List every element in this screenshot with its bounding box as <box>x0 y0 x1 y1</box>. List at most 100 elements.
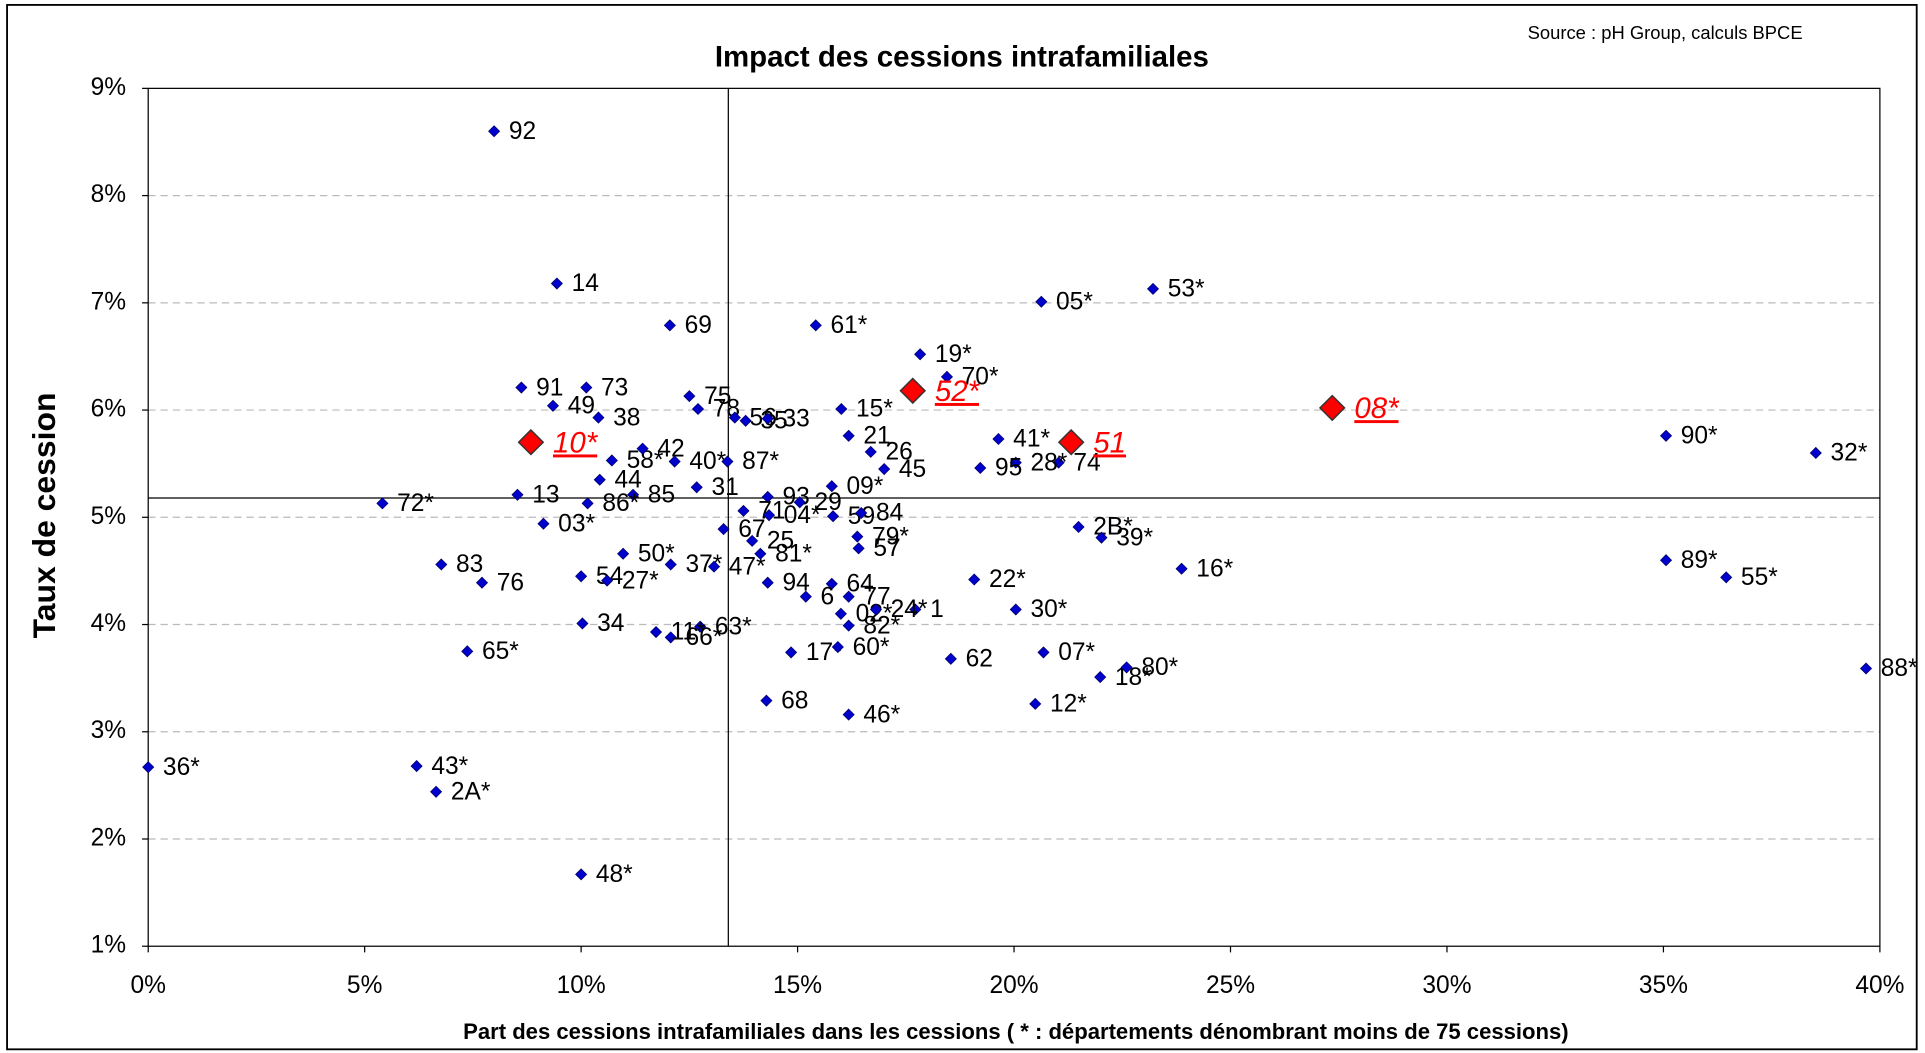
point-label: 46* <box>863 701 900 728</box>
point <box>1037 646 1050 659</box>
point <box>761 490 774 503</box>
point <box>627 488 640 501</box>
point-label: 40* <box>689 448 726 475</box>
point-label: 44 <box>614 466 641 493</box>
point <box>851 530 864 543</box>
point <box>601 574 614 587</box>
point <box>762 509 776 522</box>
point-label: 26 <box>885 439 912 466</box>
point <box>825 577 838 590</box>
x-tick-label: 25% <box>1206 972 1255 999</box>
point-label: 36* <box>163 754 200 781</box>
point-label: 11* <box>671 619 706 646</box>
point <box>721 455 734 468</box>
x-tick-label: 15% <box>773 972 822 999</box>
point-label: 31 <box>711 474 738 501</box>
point <box>1035 295 1048 308</box>
point <box>707 560 721 573</box>
y-tick-label: 8% <box>91 181 126 208</box>
point-label: 12* <box>1050 691 1087 718</box>
point <box>1072 520 1085 533</box>
point <box>1052 456 1065 469</box>
point <box>580 381 593 394</box>
point <box>834 607 847 620</box>
y-tick-label: 4% <box>91 610 126 637</box>
point <box>142 761 155 774</box>
point <box>1318 394 1346 422</box>
point-label: 66* <box>685 624 722 651</box>
point <box>1175 562 1188 575</box>
point-label: 25 <box>767 528 794 555</box>
point-label: 69 <box>685 312 712 339</box>
point-label: 84 <box>876 500 903 527</box>
point-label: 32* <box>1831 440 1868 467</box>
x-tick-label: 40% <box>1855 972 1904 999</box>
point-label: 16* <box>1196 555 1233 582</box>
point-label: 89* <box>1681 547 1718 574</box>
y-tick-label: 6% <box>91 396 126 423</box>
point <box>1146 282 1160 295</box>
point <box>992 432 1005 446</box>
x-tick-label: 0% <box>130 972 165 999</box>
y-tick-label: 9% <box>91 74 126 101</box>
point-label: 42 <box>657 435 684 462</box>
point <box>668 455 681 468</box>
point <box>1009 603 1022 616</box>
y-tick-label: 3% <box>91 717 126 744</box>
point-label: 87* <box>742 448 779 475</box>
point <box>878 462 891 476</box>
point <box>435 558 448 571</box>
point <box>592 411 605 424</box>
chart-title: Impact des cessions intrafamiliales <box>715 41 1209 74</box>
point-label: 55* <box>1741 564 1778 591</box>
point-label: 52* <box>935 375 981 408</box>
point <box>760 694 773 707</box>
point-label: 49 <box>568 392 595 419</box>
point-label: 51 <box>1093 426 1126 459</box>
point <box>739 414 752 427</box>
point-label: 88* <box>1881 655 1918 682</box>
point <box>691 402 705 416</box>
point-label: 13 <box>532 481 559 508</box>
x-axis-label: Part des cessions intrafamiliales dans l… <box>463 1019 1569 1044</box>
y-tick-label: 5% <box>91 503 126 530</box>
point <box>605 454 618 467</box>
point-label: 03* <box>558 510 595 537</box>
point <box>914 348 927 361</box>
y-axis-label: Taux de cession <box>26 393 62 639</box>
point <box>1809 446 1822 459</box>
point <box>690 481 703 494</box>
point-label: 70* <box>962 364 999 391</box>
point <box>664 558 677 571</box>
point-label: 85 <box>648 481 675 508</box>
point <box>475 576 489 589</box>
plot-area <box>147 87 1881 947</box>
point-label: 41* <box>1013 426 1050 453</box>
point-label: 57 <box>873 535 900 562</box>
point <box>1057 428 1085 456</box>
point <box>1095 531 1108 544</box>
point-label: 74 <box>1073 449 1100 476</box>
y-tick-label: 2% <box>91 824 126 851</box>
point <box>944 652 957 665</box>
point <box>842 619 855 632</box>
point-label: 18* <box>1115 664 1152 691</box>
point <box>746 534 759 547</box>
y-tick-label: 1% <box>91 932 126 959</box>
point-label: 60* <box>853 634 890 661</box>
point <box>825 480 838 493</box>
point-label: 33 <box>782 405 809 432</box>
point-label: 04* <box>784 502 821 529</box>
point <box>864 445 877 458</box>
source: Source : pH Group, calculs BPCE <box>1528 22 1803 43</box>
point <box>575 868 588 881</box>
point-label: 09* <box>847 473 884 500</box>
point-label: 45 <box>899 456 926 483</box>
point <box>581 497 594 510</box>
point-label: 24* <box>891 596 928 623</box>
point <box>835 402 848 416</box>
point-label: 73 <box>601 374 628 401</box>
point <box>461 645 474 658</box>
point <box>940 370 953 383</box>
